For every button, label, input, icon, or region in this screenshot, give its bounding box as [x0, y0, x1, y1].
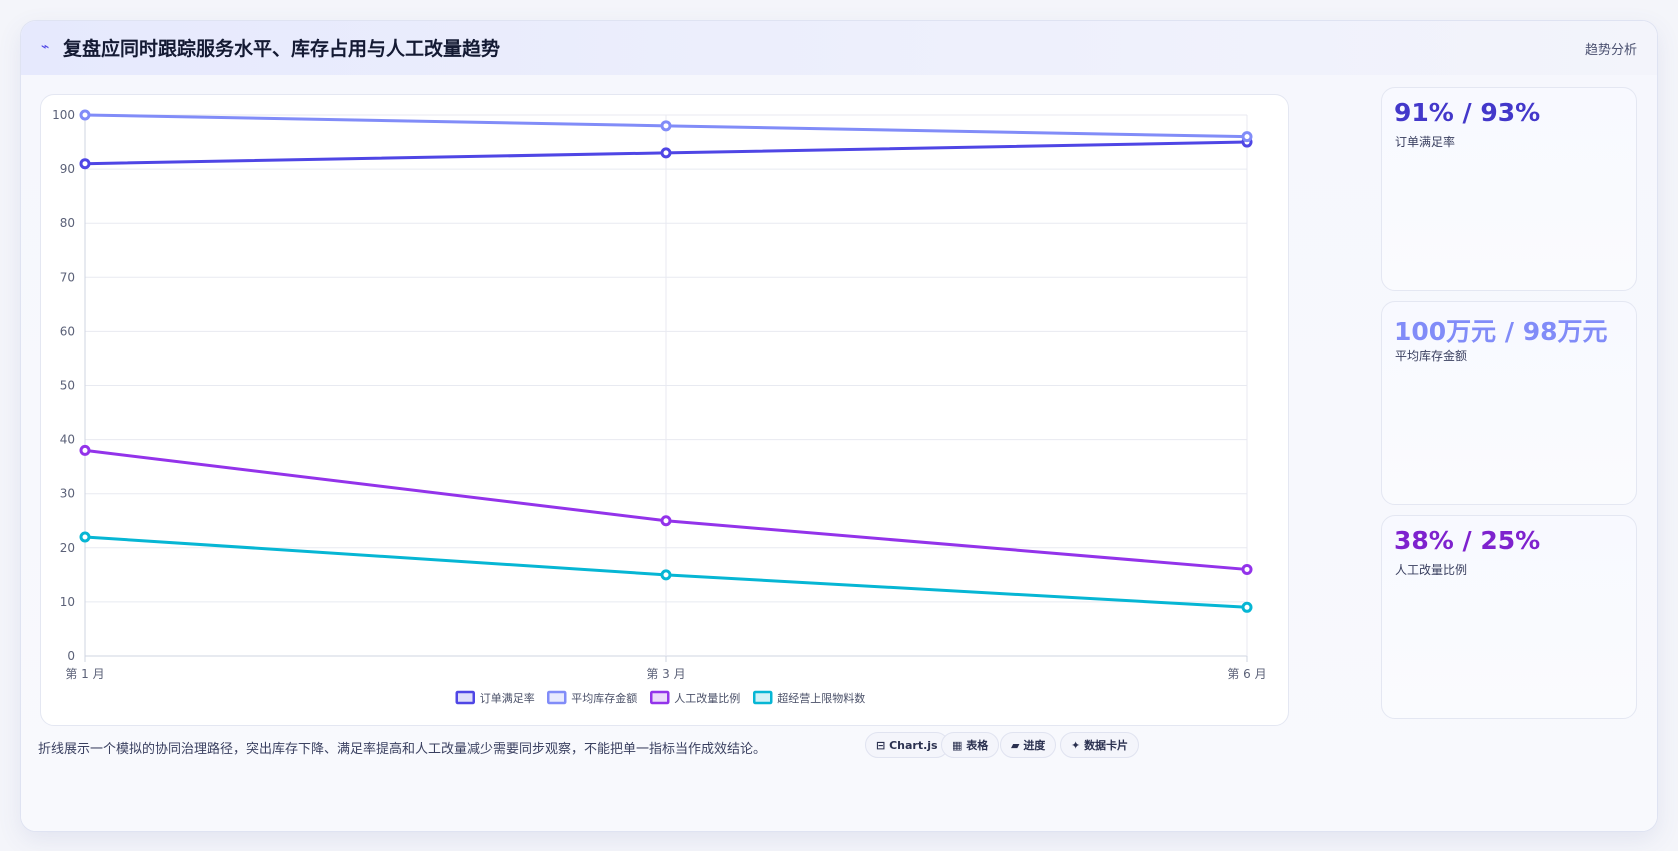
sparkle-icon: ✦ [1071, 739, 1081, 752]
chart-panel: 0 10 20 30 40 50 60 70 80 90 100 第 1 月 第 3 月 第 6 月订单满… [40, 94, 1289, 726]
data-point [1241, 563, 1253, 575]
progress-pill[interactable]: ▰ 进度 [1000, 732, 1057, 758]
main-card: ⌁ 复盘应同时跟踪服务水平、库存占用与人工改量趋势 趋势分析 0 10 20 30 40… [20, 20, 1658, 832]
data-point [79, 109, 91, 121]
kpi-card-manual-change: 38% / 25% 人工改量比例 [1381, 515, 1637, 719]
pill-label: 数据卡片 [1084, 739, 1129, 752]
data-point [660, 515, 672, 527]
kpi-card-fill-rate: 91% / 93% 订单满足率 [1381, 87, 1637, 291]
data-point [79, 531, 91, 543]
y-tick-label: 90 [60, 162, 75, 176]
y-tick-label: 50 [60, 379, 75, 393]
legend-label: 人工改量比例 [674, 691, 740, 705]
legend-label: 超经营上限物料数 [777, 691, 865, 705]
y-tick-label: 10 [60, 595, 75, 609]
legend-label: 订单满足率 [480, 691, 535, 705]
kpi-value: 38% / 25% [1394, 526, 1541, 555]
y-tick-label: 80 [60, 216, 75, 230]
data-card-pill[interactable]: ✦ 数据卡片 [1060, 732, 1140, 758]
progress-icon: ▰ [1011, 739, 1020, 752]
data-point [660, 120, 672, 132]
trend-analysis-label: 趋势分析 [1584, 43, 1637, 58]
y-tick-label: 0 [67, 649, 75, 663]
pill-label: Chart.js [889, 739, 938, 752]
data-point [660, 569, 672, 581]
data-point [1241, 601, 1253, 613]
y-tick-label: 70 [60, 270, 75, 284]
y-tick-label: 40 [60, 433, 75, 447]
chartjs-pill[interactable]: ⊟ Chart.js [865, 732, 949, 758]
data-point [660, 147, 672, 159]
x-tick-label: 第 1 月 [65, 667, 104, 681]
line-chart: 0 10 20 30 40 50 60 70 80 90 100 第 1 月 第 3 月 第 6 月订单满… [52, 108, 1267, 705]
kpi-card-inventory: 100万元 / 98万元 平均库存金额 [1381, 301, 1637, 505]
legend-label: 平均库存金额 [571, 691, 637, 705]
card-header: ⌁ 复盘应同时跟踪服务水平、库存占用与人工改量趋势 趋势分析 [21, 21, 1657, 76]
kpi-value: 100万元 / 98万元 [1394, 317, 1608, 346]
legend-swatch [547, 690, 567, 705]
footer-note: 折线展示一个模拟的协同治理路径，突出库存下降、满足率提高和人工改量减少需要同步观… [38, 742, 767, 757]
table-pill[interactable]: ▦ 表格 [941, 732, 1000, 758]
page-title: 复盘应同时跟踪服务水平、库存占用与人工改量趋势 [63, 38, 501, 60]
kpi-label: 订单满足率 [1395, 135, 1456, 149]
legend-swatch [753, 690, 773, 705]
table-icon: ▦ [952, 739, 963, 752]
x-tick-label: 第 3 月 [646, 667, 685, 681]
pill-label: 进度 [1023, 739, 1046, 752]
trend-icon: ⌁ [41, 39, 50, 55]
data-point [1241, 131, 1253, 143]
pill-label: 表格 [966, 739, 989, 752]
y-tick-label: 100 [52, 108, 75, 122]
kpi-label: 人工改量比例 [1395, 563, 1468, 577]
legend-swatch [650, 690, 670, 705]
legend-swatch [455, 690, 475, 705]
y-tick-label: 30 [60, 487, 75, 501]
data-point [79, 158, 91, 170]
kpi-value: 91% / 93% [1394, 98, 1541, 127]
x-tick-label: 第 6 月 [1227, 667, 1266, 681]
y-tick-label: 60 [60, 324, 75, 338]
y-tick-label: 20 [60, 541, 75, 555]
chart-icon: ⊟ [876, 739, 886, 752]
data-point [79, 444, 91, 456]
kpi-label: 平均库存金额 [1395, 349, 1468, 363]
